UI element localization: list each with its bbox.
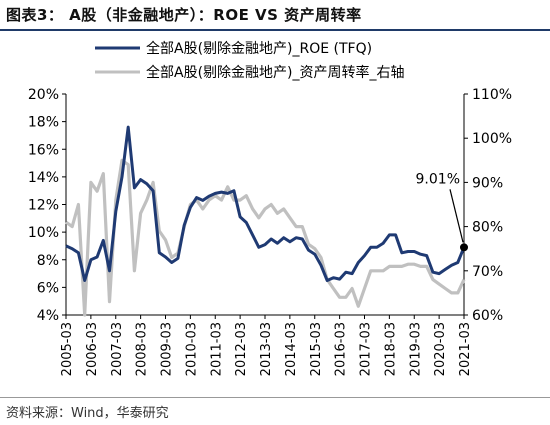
right-tick-label: 80% bbox=[472, 220, 503, 236]
left-tick-label: 12% bbox=[28, 198, 59, 214]
right-tick-label: 100% bbox=[472, 131, 512, 147]
x-tick-label: 2017-03 bbox=[359, 322, 374, 376]
x-tick-label: 2018-03 bbox=[383, 322, 398, 376]
x-tick-label: 2005-03 bbox=[60, 322, 75, 376]
x-tick-label: 2011-03 bbox=[209, 322, 224, 376]
roe-series-line bbox=[65, 125, 466, 282]
x-tick-label: 2014-03 bbox=[284, 322, 299, 376]
series-layer bbox=[65, 125, 466, 317]
legend-item-roe-label: 全部A股(剔除金融地产)_ROE (TFQ) bbox=[146, 40, 372, 57]
figure-header: 图表3： A股（非金融地产）：ROE VS 资产周转率 bbox=[0, 0, 550, 31]
right-tick-label: 90% bbox=[472, 175, 503, 191]
left-tick-label: 4% bbox=[37, 308, 59, 324]
left-tick-label: 16% bbox=[28, 142, 59, 158]
x-tick-label: 2019-03 bbox=[408, 322, 423, 376]
x-tick-label: 2021-03 bbox=[458, 322, 473, 376]
left-tick-label: 6% bbox=[37, 280, 59, 296]
left-tick-label: 18% bbox=[28, 115, 59, 131]
left-tick-label: 10% bbox=[28, 225, 59, 241]
x-tick-label: 2007-03 bbox=[110, 322, 125, 376]
x-tick-label: 2010-03 bbox=[184, 322, 199, 376]
footer-rule bbox=[0, 397, 550, 398]
left-tick-label: 14% bbox=[28, 170, 59, 186]
annotation-point bbox=[460, 243, 468, 252]
source-note: 资料来源：Wind，华泰研究 bbox=[6, 406, 169, 421]
x-tick-label: 2012-03 bbox=[234, 322, 249, 376]
x-tick-label: 2016-03 bbox=[334, 322, 349, 376]
left-tick-label: 8% bbox=[37, 253, 59, 269]
title-rule bbox=[0, 29, 550, 31]
turnover-series-line bbox=[65, 158, 466, 317]
left-tick-label: 20% bbox=[28, 87, 59, 103]
annotation-layer: 9.01% bbox=[416, 171, 468, 252]
axes: 4% 6% 8% 10% 12% 14% 16% 18% 20% 60% 70% 80% 90% 100%… bbox=[28, 87, 512, 376]
right-tick-label: 110% bbox=[472, 87, 512, 103]
x-tick-label: 2008-03 bbox=[135, 322, 150, 376]
x-tick-label: 2020-03 bbox=[433, 322, 448, 376]
right-tick-label: 70% bbox=[472, 264, 503, 280]
annotation-label: 9.01% bbox=[416, 171, 460, 187]
x-tick-label: 2009-03 bbox=[160, 322, 175, 376]
x-tick-label: 2015-03 bbox=[309, 322, 324, 376]
chart-area: 全部A股(剔除金融地产)_ROE (TFQ) 全部A股(剔除金融地产)_资产周转率… bbox=[0, 31, 550, 397]
x-tick-label: 2013-03 bbox=[259, 322, 274, 376]
legend: 全部A股(剔除金融地产)_ROE (TFQ) 全部A股(剔除金融地产)_资产周转率… bbox=[95, 40, 405, 81]
annotation-arrow bbox=[449, 189, 464, 243]
chart-svg: 全部A股(剔除金融地产)_ROE (TFQ) 全部A股(剔除金融地产)_资产周转率… bbox=[28, 40, 512, 376]
legend-item-turnover-label: 全部A股(剔除金融地产)_资产周转率_右轴 bbox=[146, 64, 405, 81]
right-tick-label: 60% bbox=[472, 308, 503, 324]
x-tick-label: 2006-03 bbox=[85, 322, 100, 376]
figure-title: 图表3： A股（非金融地产）：ROE VS 资产周转率 bbox=[6, 6, 362, 24]
